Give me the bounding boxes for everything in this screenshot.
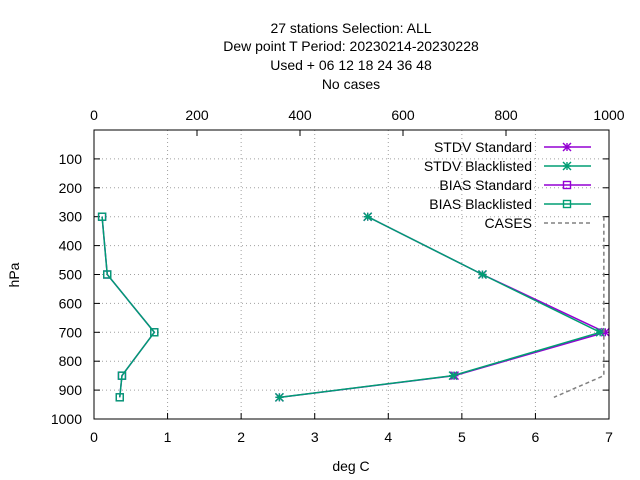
x-star-marker bbox=[477, 270, 487, 279]
y-tick-label: 900 bbox=[59, 382, 83, 398]
square-marker bbox=[97, 212, 107, 221]
legend-label: CASES bbox=[485, 215, 532, 231]
axis-ticks: 0 1 2 3 4 5 6 7 0 200 400 600 800 1000 100 200 300 400 500… bbox=[51, 107, 625, 445]
x2-tick-label: 800 bbox=[494, 107, 518, 123]
series-bias-standard bbox=[97, 212, 159, 402]
legend-item: STDV Standard bbox=[434, 139, 591, 155]
x2-tick-label: 400 bbox=[288, 107, 312, 123]
x-tick-label: 7 bbox=[605, 429, 613, 445]
series-layer bbox=[97, 212, 610, 402]
x-star-marker bbox=[595, 327, 605, 337]
legend: STDV Standard STDV Blacklisted BIAS Standa… bbox=[424, 139, 591, 231]
x-star-marker bbox=[562, 142, 572, 152]
y-tick-label: 700 bbox=[59, 324, 83, 340]
x2-tick-label: 1000 bbox=[593, 107, 624, 123]
square-marker bbox=[117, 371, 127, 380]
series-line bbox=[279, 216, 608, 399]
legend-label: STDV Standard bbox=[434, 139, 532, 155]
title-line-2: Dew point T Period: 20230214-20230228 bbox=[223, 38, 479, 54]
title-line-1: 27 stations Selection: ALL bbox=[270, 20, 431, 36]
legend-label: BIAS Standard bbox=[439, 177, 532, 193]
x-axis-label: deg C bbox=[332, 458, 369, 474]
x2-tick-label: 0 bbox=[90, 107, 98, 123]
legend-item: STDV Blacklisted bbox=[424, 158, 591, 174]
square-marker bbox=[103, 270, 112, 279]
x-tick-label: 5 bbox=[458, 429, 466, 445]
legend-item: CASES bbox=[485, 215, 591, 231]
y-axis-label: hPa bbox=[6, 262, 22, 287]
x-star-marker bbox=[274, 392, 284, 402]
series-stdv-standard bbox=[274, 212, 610, 402]
y-tick-label: 600 bbox=[59, 295, 83, 311]
grid bbox=[94, 130, 609, 419]
series-cases bbox=[553, 216, 605, 399]
x-star-marker bbox=[363, 212, 373, 222]
x-tick-label: 3 bbox=[311, 429, 319, 445]
x-star-marker bbox=[448, 371, 458, 381]
square-marker bbox=[115, 393, 124, 402]
x-tick-label: 2 bbox=[237, 429, 245, 445]
series-line bbox=[553, 216, 605, 399]
x-tick-label: 4 bbox=[384, 429, 392, 445]
title-line-3: Used + 06 12 18 24 36 48 bbox=[270, 57, 432, 73]
legend-label: BIAS Blacklisted bbox=[429, 196, 532, 212]
x2-tick-label: 200 bbox=[185, 107, 209, 123]
x-star-marker bbox=[562, 161, 572, 171]
plot-frame bbox=[93, 129, 610, 420]
y-tick-label: 300 bbox=[59, 209, 83, 225]
legend-label: STDV Blacklisted bbox=[424, 158, 532, 174]
y-tick-label: 1000 bbox=[51, 411, 82, 427]
chart-title: 27 stations Selection: ALL Dew point T P… bbox=[223, 20, 479, 92]
y-tick-label: 200 bbox=[59, 180, 83, 196]
legend-item: BIAS Standard bbox=[439, 177, 591, 193]
y-tick-label: 500 bbox=[59, 267, 83, 283]
series-bias-blacklisted bbox=[97, 212, 159, 402]
y-tick-label: 100 bbox=[59, 151, 83, 167]
square-marker bbox=[562, 199, 572, 209]
legend-item: BIAS Blacklisted bbox=[429, 196, 591, 212]
series-line bbox=[101, 216, 156, 398]
y-tick-label: 800 bbox=[59, 353, 83, 369]
square-marker bbox=[150, 328, 159, 337]
x-tick-label: 6 bbox=[532, 429, 540, 445]
x-tick-label: 0 bbox=[90, 429, 98, 445]
title-line-4: No cases bbox=[322, 76, 380, 92]
series-stdv-blacklisted bbox=[274, 212, 605, 402]
square-marker bbox=[562, 180, 572, 190]
series-line bbox=[101, 216, 156, 398]
y-tick-label: 400 bbox=[59, 238, 83, 254]
x-tick-label: 1 bbox=[164, 429, 172, 445]
x2-tick-label: 600 bbox=[391, 107, 415, 123]
